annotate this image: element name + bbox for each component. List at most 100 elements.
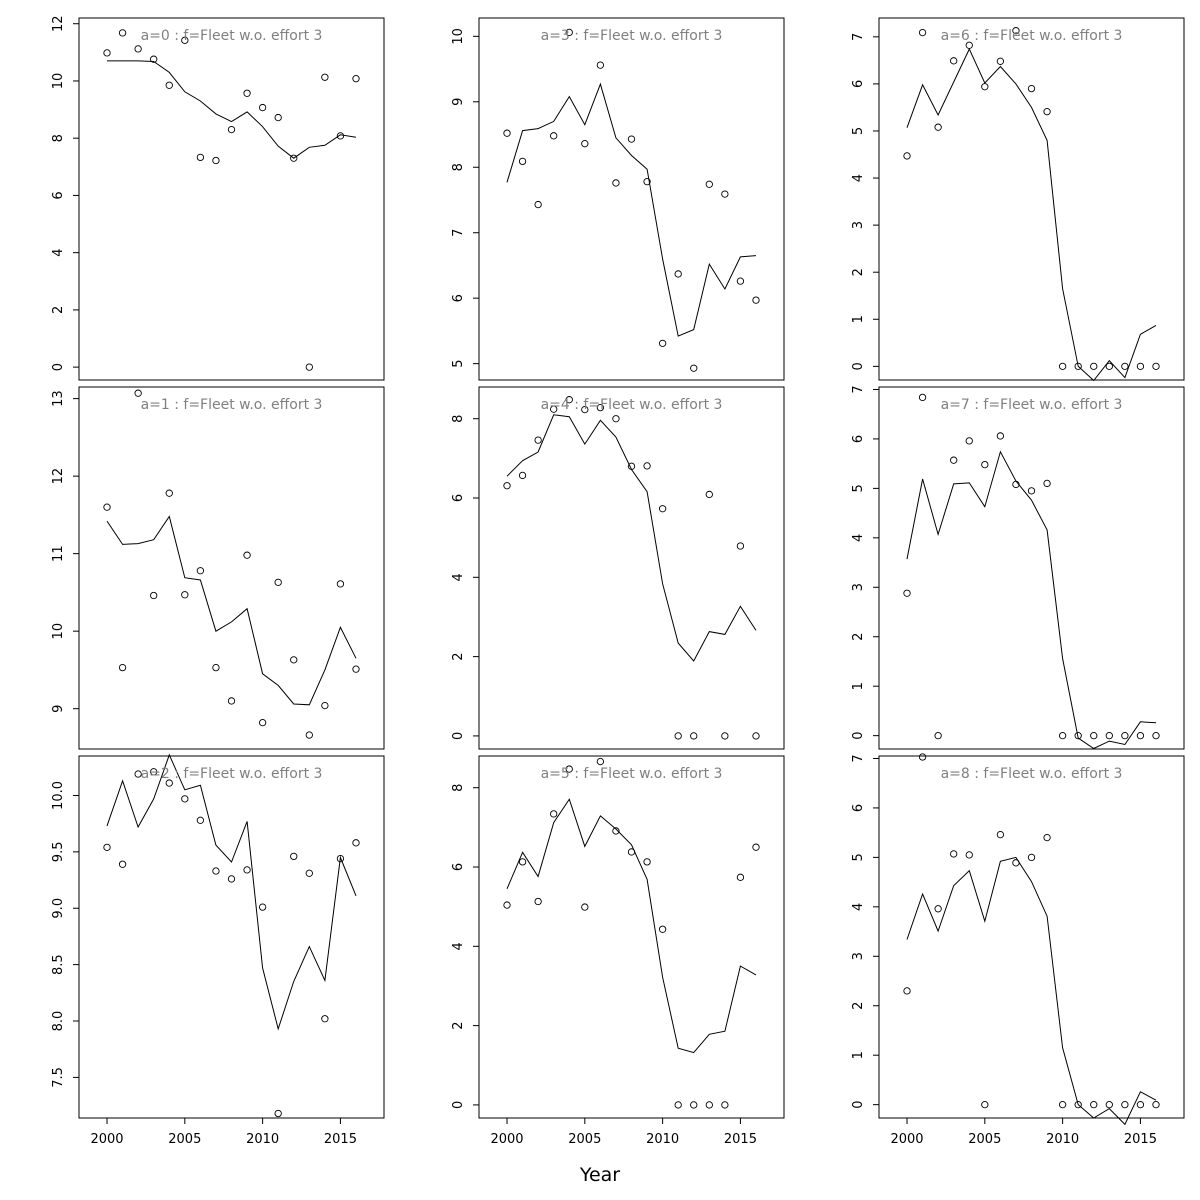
y-tick-label: 4 xyxy=(51,249,66,257)
observed-point xyxy=(612,415,620,423)
y-tick-label: 4 xyxy=(851,174,866,182)
observed-point xyxy=(534,200,542,209)
observed-point xyxy=(212,867,220,875)
observed-point xyxy=(658,339,667,347)
observed-point xyxy=(1105,731,1113,740)
y-tick-label: 6 xyxy=(451,863,466,871)
panel-title: a=3 : f=Fleet w.o. effort 3 xyxy=(541,28,723,44)
observed-point xyxy=(1136,362,1145,370)
x-tick-label: 2000 xyxy=(490,1132,523,1147)
y-tick-label: 8.0 xyxy=(51,1011,66,1032)
panel-title: a=5 : f=Fleet w.o. effort 3 xyxy=(541,766,723,782)
observed-point xyxy=(1074,731,1082,740)
observed-point xyxy=(118,29,127,37)
y-tick-label: 6 xyxy=(451,494,466,502)
x-tick-label: 2015 xyxy=(724,1132,757,1147)
panel-title: a=2 : f=Fleet w.o. effort 3 xyxy=(141,766,323,782)
observed-point xyxy=(918,753,927,761)
observed-point xyxy=(534,897,542,906)
y-tick-label: 5 xyxy=(451,359,466,367)
observed-point xyxy=(1152,1100,1160,1109)
observed-point xyxy=(134,389,142,397)
observed-point xyxy=(690,364,698,372)
observed-point xyxy=(118,663,127,672)
y-tick-label: 10 xyxy=(51,623,66,640)
observed-point xyxy=(981,83,989,91)
panel-title: a=7 : f=Fleet w.o. effort 3 xyxy=(941,397,1123,413)
observed-point xyxy=(903,152,911,160)
observed-point xyxy=(503,901,511,909)
observed-point xyxy=(274,1109,282,1118)
y-tick-label: 6 xyxy=(851,80,866,88)
observed-point xyxy=(103,503,111,511)
y-tick-label: 3 xyxy=(851,583,866,591)
observed-point xyxy=(1012,27,1020,35)
observed-point xyxy=(934,905,942,913)
x-tick-label: 2000 xyxy=(890,1132,923,1147)
observed-point xyxy=(690,1101,698,1109)
y-tick-label: 3 xyxy=(851,952,866,960)
observed-point xyxy=(690,732,698,740)
observed-point xyxy=(705,1101,713,1109)
plot-frame xyxy=(878,17,1185,381)
x-tick-label: 2005 xyxy=(568,1132,601,1147)
observed-point xyxy=(181,591,189,599)
observed-point xyxy=(1027,487,1036,495)
y-tick-label: 4 xyxy=(451,573,466,581)
x-tick-label: 2015 xyxy=(1124,1132,1157,1147)
y-tick-label: 6 xyxy=(451,294,466,302)
observed-point xyxy=(352,839,360,847)
observed-point xyxy=(643,178,651,186)
observed-point xyxy=(227,697,236,705)
fitted-line xyxy=(906,856,1157,1126)
observed-point xyxy=(721,1101,729,1109)
observed-point xyxy=(336,580,345,588)
observed-point xyxy=(934,731,942,740)
observed-point xyxy=(934,123,942,131)
observed-point xyxy=(1058,362,1067,370)
chart-panel-7: 0 1 2 3 4 5 6 7 a=7 : f=Fleet w.o. effort 3 xyxy=(851,385,1185,750)
y-tick-label: 3 xyxy=(851,221,866,229)
observed-point xyxy=(596,61,605,69)
fitted-line xyxy=(506,414,757,662)
y-tick-label: 4 xyxy=(851,903,866,911)
y-tick-label: 7 xyxy=(851,385,866,393)
observed-point xyxy=(918,393,927,402)
observed-point xyxy=(996,830,1005,839)
plot-frame xyxy=(478,17,785,381)
observed-point xyxy=(581,140,589,148)
observed-point xyxy=(705,490,713,499)
observed-point xyxy=(212,663,220,672)
observed-point xyxy=(1012,859,1020,867)
plot-frame xyxy=(478,386,785,750)
observed-point xyxy=(243,89,251,97)
observed-point xyxy=(212,156,220,165)
observed-point xyxy=(103,49,111,57)
observed-point xyxy=(903,987,911,995)
observed-point xyxy=(752,843,760,851)
observed-point xyxy=(336,854,345,863)
y-tick-label: 6 xyxy=(51,191,66,199)
observed-point xyxy=(581,903,589,911)
observed-point xyxy=(305,731,313,739)
y-tick-label: 0 xyxy=(451,732,466,740)
chart-panel-0: 0 2 4 6 8 10 12 a=0 : f=Fleet w.o. effort 3 xyxy=(51,15,385,381)
observed-point xyxy=(134,770,142,778)
observed-point xyxy=(965,437,973,445)
observed-point xyxy=(258,903,267,911)
observed-point xyxy=(196,816,205,824)
observed-point xyxy=(736,542,745,550)
y-tick-label: 10 xyxy=(51,73,66,90)
fitted-line xyxy=(107,60,357,159)
observed-point xyxy=(674,270,682,278)
observed-point xyxy=(196,567,205,575)
observed-point xyxy=(1105,1100,1113,1109)
observed-point xyxy=(1027,853,1036,862)
y-tick-label: 4 xyxy=(451,942,466,950)
observed-point xyxy=(1105,362,1113,370)
observed-point xyxy=(305,363,313,371)
y-tick-label: 0 xyxy=(51,363,66,371)
observed-point xyxy=(596,757,605,766)
observed-point xyxy=(227,875,236,883)
fitted-line xyxy=(106,515,357,706)
